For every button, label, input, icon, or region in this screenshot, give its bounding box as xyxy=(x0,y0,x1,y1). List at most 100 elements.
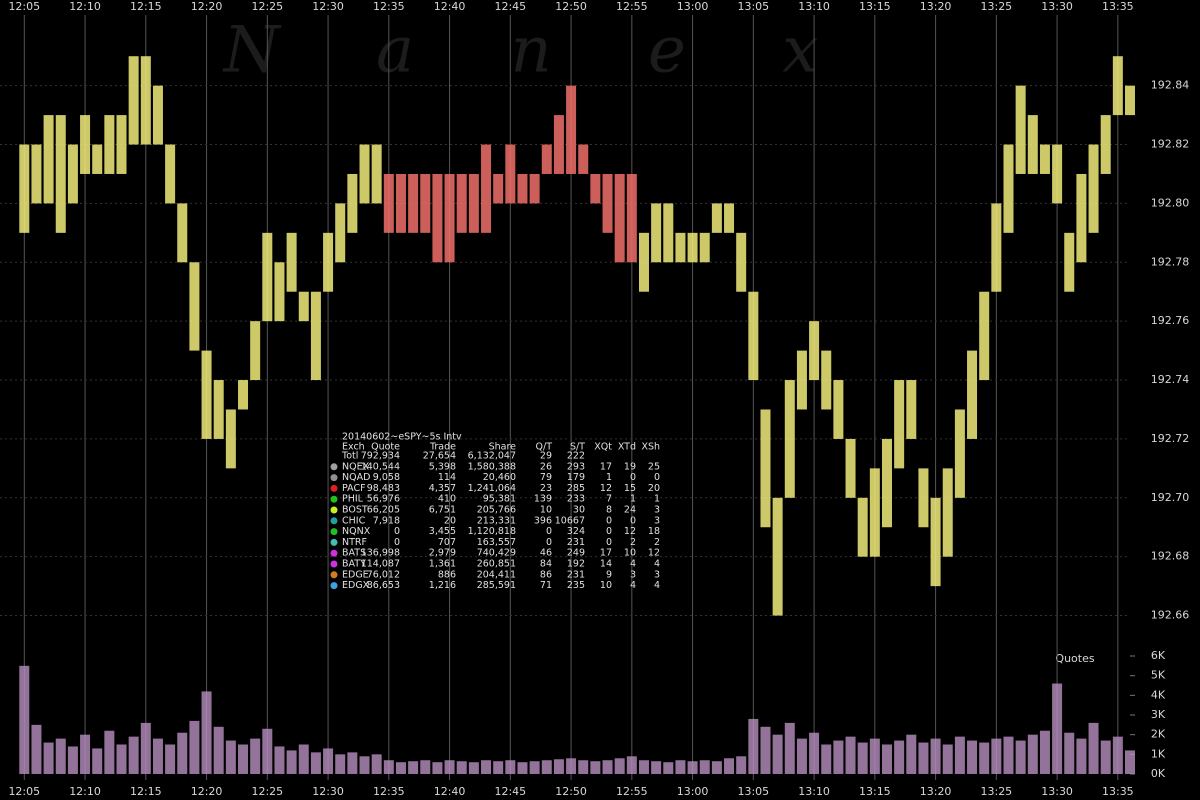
table-cell: 20 xyxy=(648,483,660,494)
y-tick-label: 2K xyxy=(1151,728,1166,741)
y-tick-label: 4K xyxy=(1151,688,1166,701)
volume-bar xyxy=(1100,740,1111,774)
spread-bar xyxy=(517,173,528,204)
table-cell: 9 xyxy=(606,569,612,580)
volume-bar xyxy=(116,744,127,774)
spread-bar xyxy=(310,291,321,381)
spread-bar xyxy=(456,173,467,233)
spread-bar xyxy=(31,144,42,204)
volume-bar xyxy=(335,754,346,774)
table-cell: 707 xyxy=(438,537,456,548)
exchange-marker xyxy=(330,571,338,579)
table-cell: 6,132,047 xyxy=(468,451,516,462)
table-cell: 3 xyxy=(654,515,660,526)
exchange-marker xyxy=(330,538,338,546)
table-cell: 1,241,064 xyxy=(468,483,516,494)
table-cell: 140,544 xyxy=(361,461,400,472)
spread-bar xyxy=(323,232,334,292)
x-tick-label: 13:35 xyxy=(1102,0,1134,13)
x-tick-label: 12:25 xyxy=(251,785,283,798)
spread-bar xyxy=(152,85,163,145)
table-cell: 95,381 xyxy=(483,494,516,505)
table-cell: BATS xyxy=(342,548,366,559)
table-cell: 233 xyxy=(567,494,585,505)
volume-bar xyxy=(1039,730,1050,774)
x-tick-label: 13:10 xyxy=(798,0,830,13)
exchange-marker xyxy=(330,495,338,503)
spread-bar xyxy=(809,321,820,381)
spread-bar xyxy=(881,438,892,528)
spread-bar xyxy=(213,380,224,439)
y-tick-label: 192.84 xyxy=(1151,79,1190,92)
volume-bar xyxy=(1052,683,1063,774)
x-tick-label: 12:45 xyxy=(494,0,526,13)
table-cell: 9,058 xyxy=(373,472,400,483)
table-cell: 163,557 xyxy=(477,537,516,548)
spread-bar xyxy=(1076,173,1087,263)
volume-bar xyxy=(189,720,200,774)
spread-bar xyxy=(250,321,261,381)
volume-bar xyxy=(626,756,637,774)
volume-bar xyxy=(772,734,783,774)
volume-bar xyxy=(505,760,516,774)
spread-bar xyxy=(80,115,91,174)
exchange-marker xyxy=(330,560,338,568)
spread-bar xyxy=(262,232,273,322)
spread-bar xyxy=(371,144,382,204)
table-cell: 17 xyxy=(600,461,612,472)
table-cell: 886 xyxy=(438,569,456,580)
table-cell: 66,205 xyxy=(367,505,400,516)
table-cell: 8 xyxy=(606,505,612,516)
y-tick-label: 192.80 xyxy=(1151,196,1190,209)
x-tick-label: 12:50 xyxy=(555,785,587,798)
table-cell: 204,411 xyxy=(477,569,516,580)
volume-bar xyxy=(651,761,662,774)
column-header: Exch xyxy=(342,442,365,453)
table-cell: 3 xyxy=(654,569,660,580)
x-tick-label: 13:15 xyxy=(859,0,891,13)
column-header: XTd xyxy=(618,442,636,453)
volume-bar xyxy=(881,744,892,774)
volume-bar xyxy=(456,761,467,774)
volume-bar xyxy=(201,691,212,774)
table-cell: 2 xyxy=(630,537,636,548)
spread-bar xyxy=(67,144,78,204)
table-cell: 12 xyxy=(600,483,612,494)
table-cell: 46 xyxy=(540,548,552,559)
volume-bar xyxy=(602,760,613,774)
y-tick-label: 192.66 xyxy=(1151,609,1190,622)
y-tick-label: 192.72 xyxy=(1151,432,1190,445)
table-cell: 4 xyxy=(630,580,636,591)
column-header: XQt xyxy=(594,442,612,453)
table-cell: 179 xyxy=(567,472,585,483)
x-tick-label: 12:35 xyxy=(373,0,405,13)
spread-bar xyxy=(1112,56,1123,116)
volume-bar xyxy=(663,762,674,774)
table-cell: CHIC xyxy=(342,515,366,526)
x-tick-label: 13:15 xyxy=(859,785,891,798)
spread-bar xyxy=(736,232,747,292)
table-cell: 10 xyxy=(624,548,636,559)
spread-bar xyxy=(906,380,917,439)
spread-bar xyxy=(225,409,236,469)
column-header: Q/T xyxy=(536,442,553,453)
volume-bar xyxy=(942,744,953,774)
volume-bar xyxy=(128,736,139,774)
table-cell: 6,751 xyxy=(429,505,456,516)
volume-bar xyxy=(833,740,844,774)
table-cell: 98,483 xyxy=(367,483,400,494)
column-header: Quote xyxy=(371,442,400,453)
y-tick-label: 192.78 xyxy=(1151,255,1190,268)
volume-bar xyxy=(152,738,163,774)
spread-bar xyxy=(140,56,151,145)
volume-bar xyxy=(43,742,54,774)
exchange-marker xyxy=(330,549,338,557)
table-cell: 0 xyxy=(606,526,612,537)
volume-bar xyxy=(675,760,686,774)
exchange-marker xyxy=(330,528,338,536)
spread-bar xyxy=(699,232,710,263)
x-tick-label: 12:50 xyxy=(555,0,587,13)
exchange-marker xyxy=(330,463,338,471)
table-cell: 5,398 xyxy=(429,461,456,472)
